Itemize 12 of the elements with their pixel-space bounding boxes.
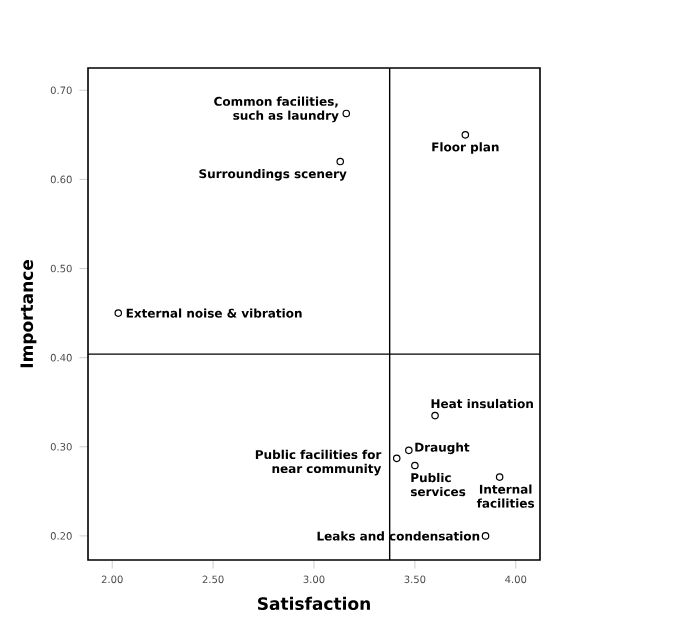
point [336, 157, 345, 166]
point [392, 454, 401, 463]
point [481, 532, 490, 540]
point [405, 446, 413, 455]
y-axis-title: Importance [20, 260, 37, 368]
point [114, 309, 123, 317]
x-axis-title: Satisfaction [257, 596, 370, 611]
point [495, 473, 504, 481]
point [411, 461, 419, 470]
point [431, 411, 439, 420]
point [342, 109, 351, 118]
point [461, 131, 470, 139]
